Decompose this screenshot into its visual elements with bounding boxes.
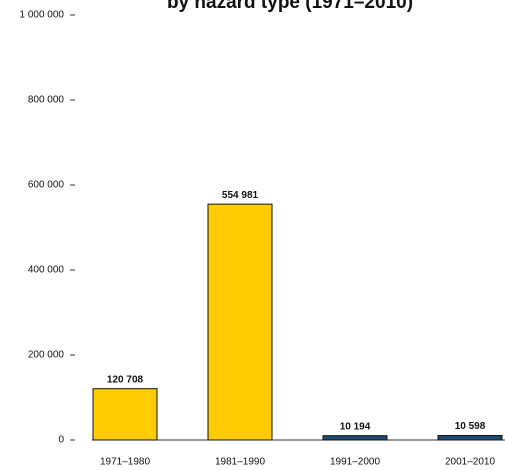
x-tick-label: 1981–1990 [215, 457, 265, 468]
y-tick-label: 800 000 [28, 95, 65, 106]
y-tick-label: 0 [58, 435, 64, 446]
value-label: 10 194 [340, 421, 371, 432]
y-tick-label: 200 000 [28, 350, 65, 361]
bar [437, 434, 503, 441]
y-tick-label: 600 000 [28, 180, 65, 191]
y-tick-label: 400 000 [28, 265, 65, 276]
x-tick-label: 2001–2010 [445, 457, 495, 468]
value-label: 120 708 [107, 374, 144, 385]
value-label: 554 981 [222, 190, 259, 201]
x-tick-label: 1991–2000 [330, 457, 380, 468]
bar [207, 203, 273, 441]
y-tick-label: 1 000 000 [20, 10, 65, 21]
chart-title: by hazard type (1971–2010) [167, 0, 413, 13]
value-label: 10 598 [455, 421, 486, 432]
bar [322, 435, 388, 441]
x-tick-label: 1971–1980 [100, 457, 150, 468]
bar [92, 388, 158, 441]
